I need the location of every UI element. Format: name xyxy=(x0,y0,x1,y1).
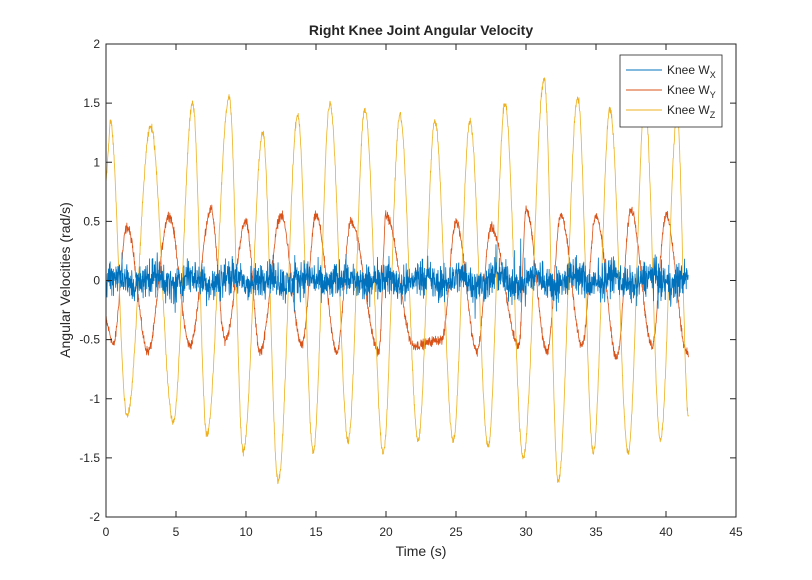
x-tick-label: 45 xyxy=(729,525,743,539)
x-axis-label: Time (s) xyxy=(396,543,447,559)
series-line-z xyxy=(105,77,689,485)
y-axis-label: Angular Velocities (rad/s) xyxy=(57,202,73,358)
legend-label-name: Knee W xyxy=(667,63,710,77)
x-tick-label: 35 xyxy=(589,525,603,539)
y-tick-label: -1 xyxy=(89,392,100,406)
y-tick-label: -1.5 xyxy=(79,451,100,465)
legend-label-name: Knee W xyxy=(667,103,710,117)
x-tick-label: 0 xyxy=(103,525,110,539)
legend-label-name: Knee W xyxy=(667,83,710,97)
x-tick-label: 10 xyxy=(239,525,253,539)
series-line-x xyxy=(105,238,689,319)
y-tick-label: 1 xyxy=(93,155,100,169)
x-tick-label: 40 xyxy=(659,525,673,539)
x-tick-label: 15 xyxy=(309,525,323,539)
y-tick-label: 0.5 xyxy=(83,214,100,228)
y-tick-label: 1.5 xyxy=(83,96,100,110)
y-tick-label: 2 xyxy=(93,37,100,51)
series-line-y xyxy=(105,204,689,360)
y-axis: -2 -1.5 -1 -0.5 0 0.5 1 1.5 2 xyxy=(79,37,736,524)
x-tick-label: 30 xyxy=(519,525,533,539)
legend-box xyxy=(619,54,723,128)
x-tick-label: 20 xyxy=(379,525,393,539)
x-tick-label: 25 xyxy=(449,525,463,539)
series-layer xyxy=(105,77,689,485)
chart-title: Right Knee Joint Angular Velocity xyxy=(309,22,534,38)
legend-label-y: Knee WY xyxy=(667,83,716,100)
legend-label-subscript: Z xyxy=(710,110,716,120)
legend-label-subscript: X xyxy=(710,70,716,80)
legend-label-z: Knee WZ xyxy=(667,103,716,120)
y-tick-label: 0 xyxy=(93,274,100,288)
legend-label-subscript: Y xyxy=(710,90,716,100)
legend-label-x: Knee WX xyxy=(667,63,716,80)
y-tick-label: -2 xyxy=(89,510,100,524)
x-axis: 0 5 10 15 20 25 30 35 40 45 xyxy=(103,44,743,539)
x-tick-label: 5 xyxy=(173,525,180,539)
y-tick-label: -0.5 xyxy=(79,333,100,347)
